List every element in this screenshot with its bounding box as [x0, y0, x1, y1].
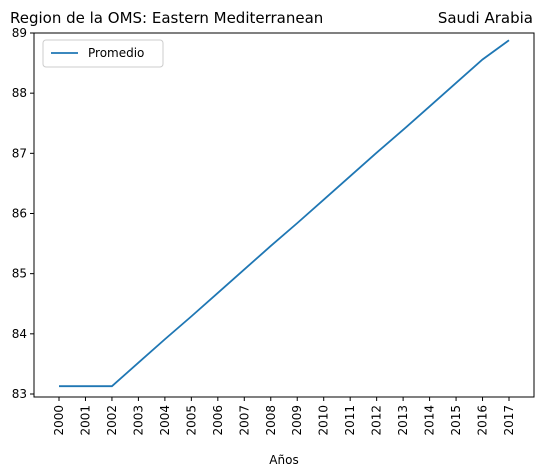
y-axis: 83 84 85 86 87 88 89: [12, 26, 34, 401]
x-tick-label-0: 2000: [52, 405, 66, 436]
x-tick-label-7: 2007: [237, 405, 251, 436]
chart-title-right: Saudi Arabia: [438, 9, 533, 27]
x-tick-label-14: 2014: [423, 405, 437, 436]
x-axis: 2000 2001 2002 2003 2004 2005 2006 2007 2008 2009…: [52, 397, 516, 436]
x-tick-label-2: 2002: [105, 405, 119, 436]
x-axis-label: Años: [269, 453, 298, 467]
legend: Promedio: [43, 40, 163, 67]
x-tick-label-15: 2015: [449, 405, 463, 436]
y-tick-label-1: 84: [12, 327, 27, 341]
x-tick-label-9: 2009: [290, 405, 304, 436]
x-tick-label-11: 2011: [343, 405, 357, 436]
x-tick-label-16: 2016: [476, 405, 490, 436]
x-tick-label-8: 2008: [264, 405, 278, 436]
x-tick-label-6: 2006: [211, 405, 225, 436]
x-tick-label-4: 2004: [158, 405, 172, 436]
chart-title-left: Region de la OMS: Eastern Mediterranean: [10, 9, 323, 27]
x-tick-label-5: 2005: [184, 405, 198, 436]
x-tick-label-10: 2010: [317, 405, 331, 436]
x-tick-label-17: 2017: [502, 405, 516, 436]
y-tick-label-6: 89: [12, 26, 27, 40]
y-tick-label-4: 87: [12, 146, 27, 160]
x-tick-label-13: 2013: [396, 405, 410, 436]
y-tick-label-2: 85: [12, 267, 27, 281]
series-lines: [59, 40, 509, 386]
y-tick-label-3: 86: [12, 206, 27, 220]
y-tick-label-0: 83: [12, 387, 27, 401]
x-tick-label-12: 2012: [370, 405, 384, 436]
x-tick-label-1: 2001: [78, 405, 92, 436]
y-tick-label-5: 88: [12, 86, 27, 100]
x-tick-label-3: 2003: [131, 405, 145, 436]
series-line-0: [59, 40, 509, 386]
legend-label: Promedio: [88, 46, 144, 60]
plot-area: [34, 33, 534, 397]
